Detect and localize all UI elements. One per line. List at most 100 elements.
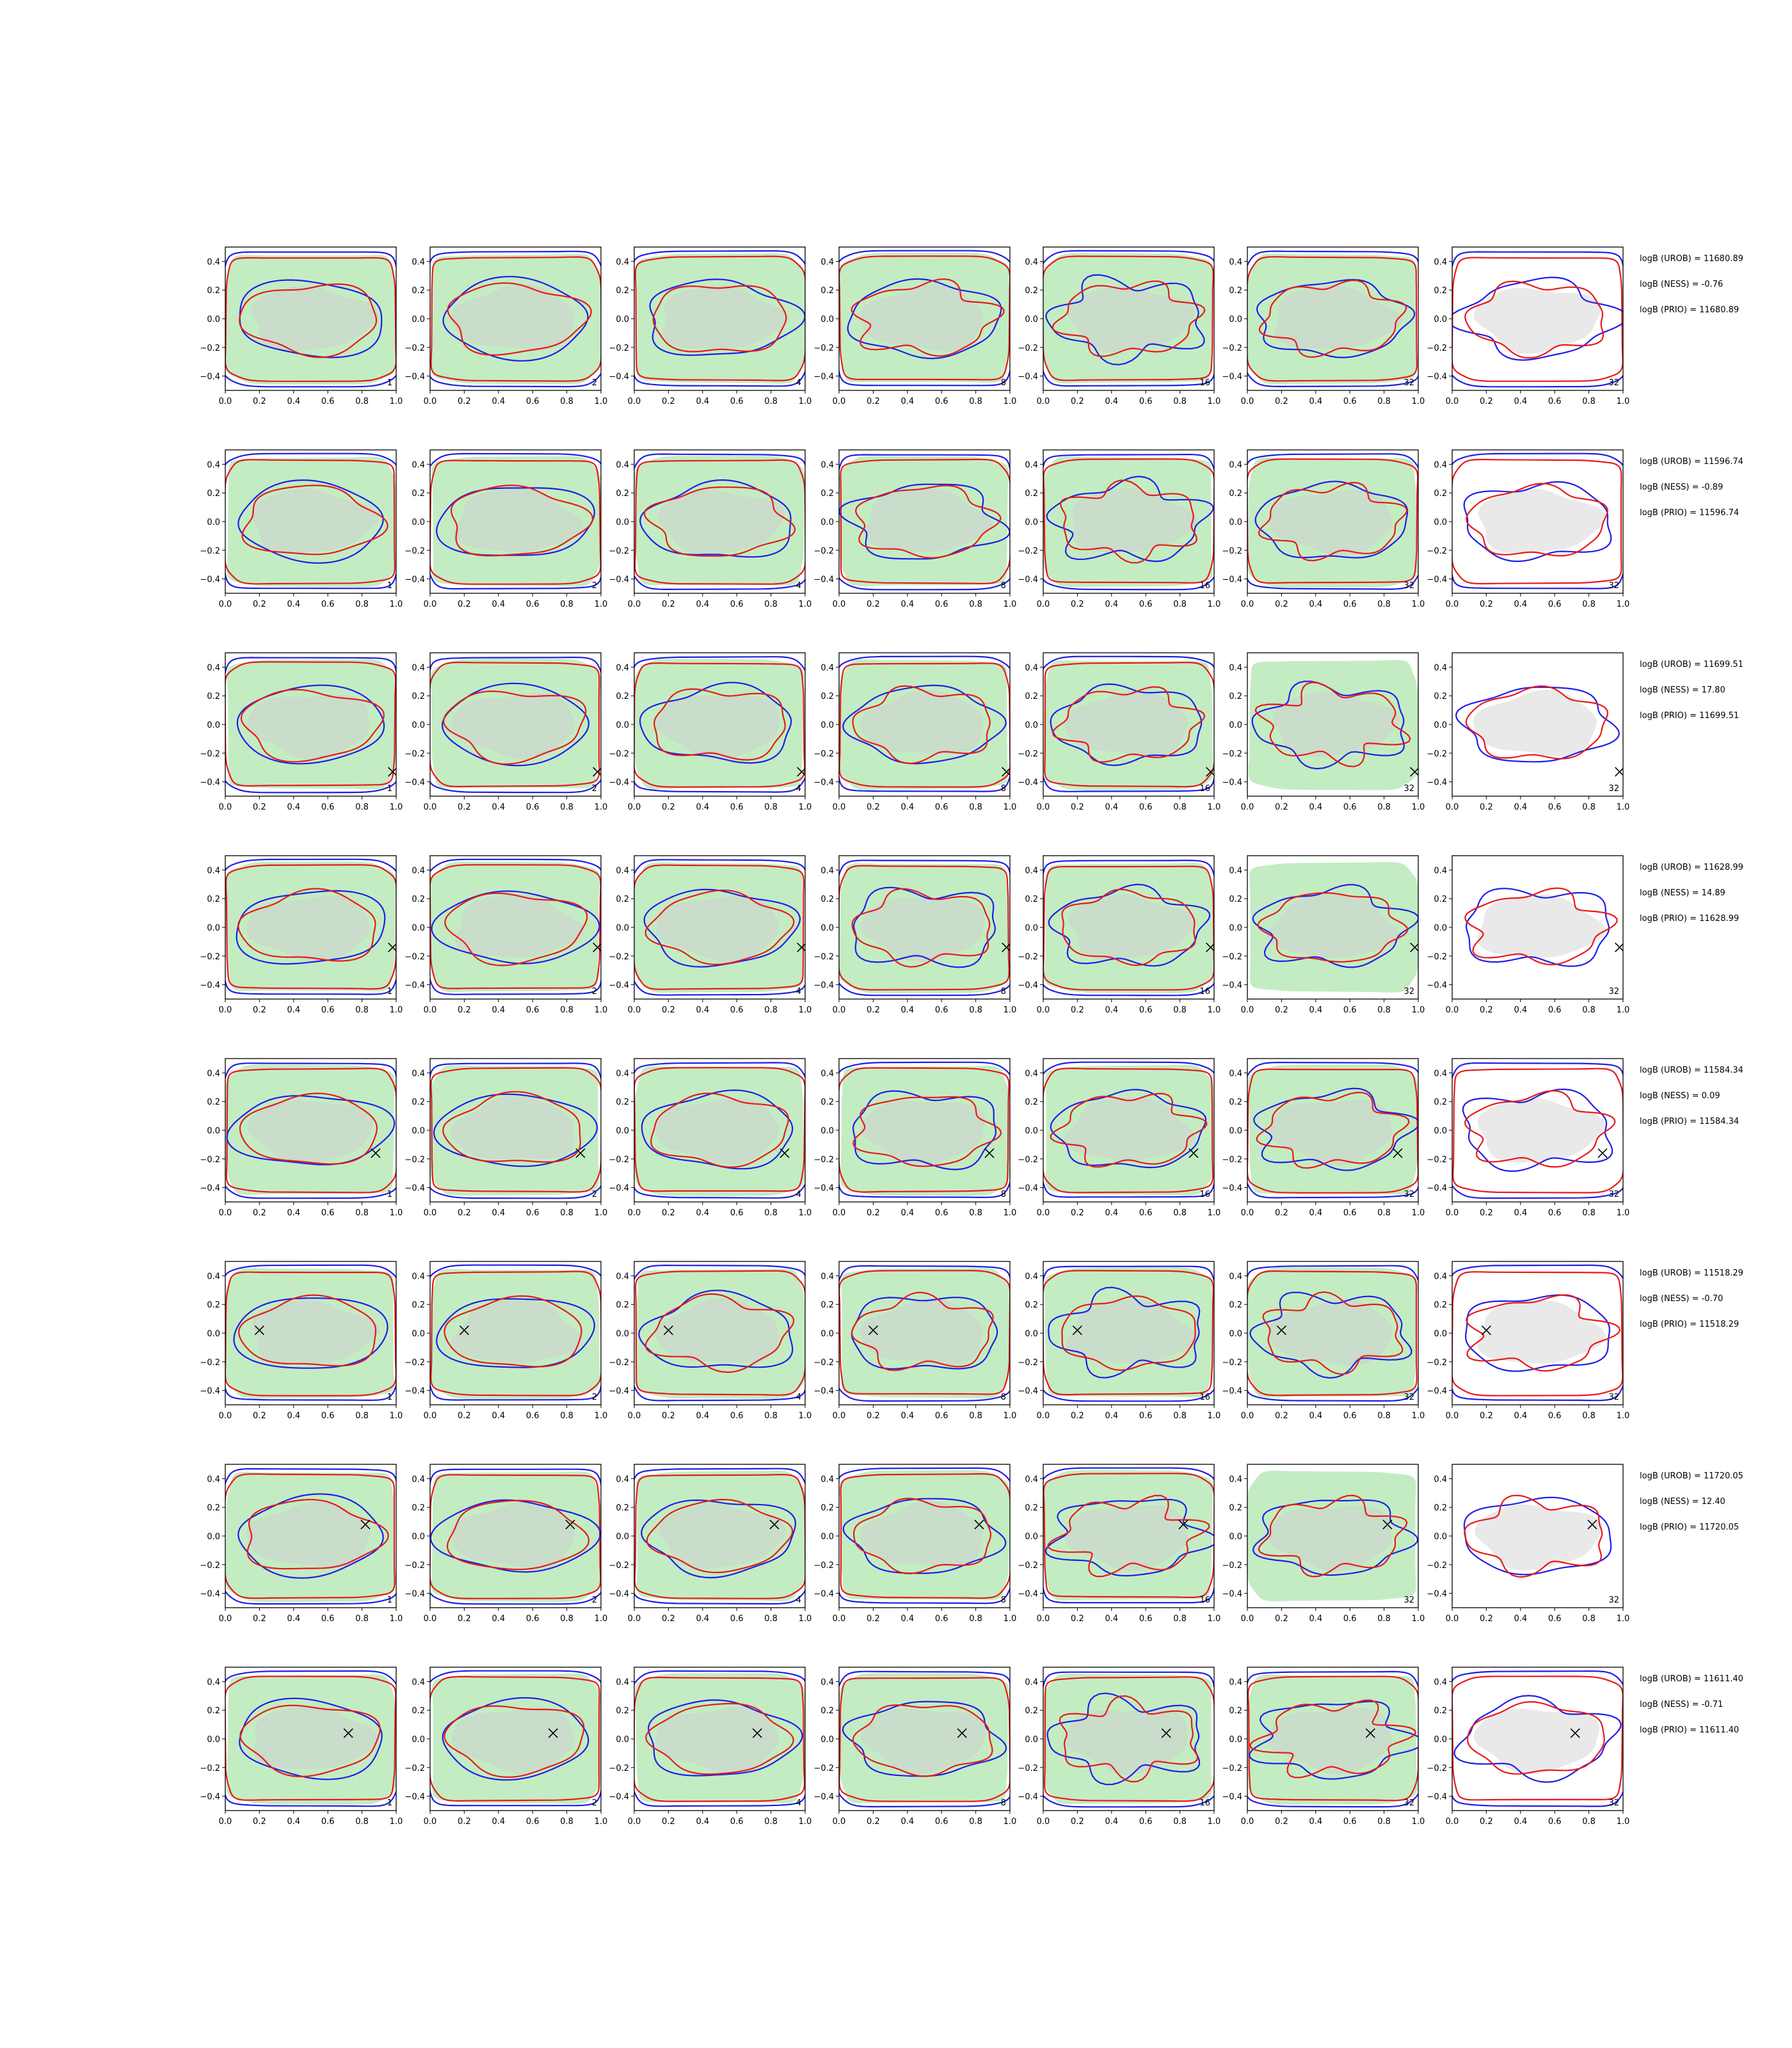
blue-inner-contour [436,1298,595,1368]
sample-marker [769,1519,780,1530]
y-tick-label: 0.2 [820,895,834,904]
red-inner-contour [851,278,1005,357]
blue-outer-contour [1452,1670,1623,1807]
red-outer-contour [634,459,805,585]
x-tick-label: 0.6 [321,1817,335,1827]
y-tick-label: 0.0 [412,1126,425,1136]
panel-r1-c1: 0.0 0.2 0.4 0.6 0.8 1.0 0.4 0.2 0.0 −0.2 −0.4 1 [200,246,403,406]
y-tick-label: 0.4 [820,1475,834,1484]
sample-marker [957,1728,967,1738]
y-tick-label: −0.2 [404,1155,425,1165]
y-tick-label: 0.0 [616,1532,629,1542]
y-tick-label: −0.4 [404,1793,425,1802]
x-tick-label: 1.0 [799,1411,812,1421]
x-tick-label: 0.0 [1241,1614,1254,1624]
x-tick-label: 0.0 [628,803,641,812]
blue-inner-contour [1464,1294,1611,1372]
panel-count-label: 4 [796,1798,801,1808]
x-tick-label: 1.0 [1208,1817,1221,1827]
y-tick-label: −0.4 [200,1793,220,1802]
x-tick-label: 0.0 [628,397,641,406]
x-tick-label: 0.0 [219,600,232,609]
x-tick-label: 0.2 [1480,1411,1493,1421]
blue-outer-contour [430,1264,601,1401]
gray-density-fill [1268,1505,1392,1572]
red-outer-contour [1247,1676,1418,1802]
blue-inner-contour [1249,1292,1412,1379]
x-tick-label: 0.6 [321,1005,335,1015]
row-stat-ness: logB (NESS) = -0.71 [1640,1700,1723,1709]
y-tick-label: −0.4 [1018,575,1038,585]
x-tick-label: 1.0 [390,1005,403,1015]
panel-r4-c7: 0.0 0.2 0.4 0.6 0.8 1.0 0.4 0.2 0.0 −0.2 −0.4 32 [1427,855,1629,1015]
y-tick-label: 0.0 [820,1329,834,1339]
gray-density-fill [1473,1708,1600,1774]
y-tick-label: 0.2 [820,489,834,499]
x-tick-label: 0.2 [253,600,266,609]
blue-outer-contour [634,1062,805,1199]
y-tick-label: 0.0 [207,518,220,527]
panel-count-label: 1 [387,784,392,794]
y-tick-label: 0.2 [412,692,425,701]
x-tick-label: 0.0 [219,803,232,812]
x-tick-label: 0.4 [1514,397,1527,406]
gray-density-fill [253,1706,380,1769]
panel-count-label: 32 [1404,784,1414,794]
x-tick-label: 0.8 [764,803,778,812]
panel-r7-c2: 0.0 0.2 0.4 0.6 0.8 1.0 0.4 0.2 0.0 −0.2 −0.4 2 [404,1464,607,1624]
y-tick-label: 0.2 [207,286,220,296]
red-inner-contour [643,486,796,557]
y-tick-label: −0.2 [813,1155,834,1165]
red-inner-contour [852,1498,992,1574]
y-tick-label: 0.4 [207,460,220,470]
y-tick-label: 0.4 [207,1069,220,1078]
blue-outer-contour [634,859,805,996]
x-tick-label: 0.0 [219,1208,232,1218]
panel-r5-c2: 0.0 0.2 0.4 0.6 0.8 1.0 0.4 0.2 0.0 −0.2 −0.4 2 [404,1058,607,1218]
x-tick-label: 0.2 [867,1817,880,1827]
gray-density-fill [1272,692,1400,757]
y-tick-label: −0.2 [813,344,834,353]
y-tick-label: −0.4 [813,1184,834,1194]
x-tick-label: 0.8 [764,1208,778,1218]
gray-density-fill [1475,1504,1603,1571]
x-tick-label: 0.4 [900,1817,914,1827]
sample-marker [1587,1519,1597,1530]
panel-r2-c4: 0.0 0.2 0.4 0.6 0.8 1.0 0.4 0.2 0.0 −0.2 −0.4 8 [813,449,1016,609]
x-tick-label: 0.4 [1309,397,1322,406]
sample-marker [1276,1325,1286,1336]
y-tick-label: −0.2 [609,749,629,759]
y-tick-label: 0.2 [1025,489,1038,499]
x-tick-label: 0.0 [424,803,437,812]
x-tick-label: 0.8 [1173,803,1187,812]
y-tick-label: 0.4 [1434,1069,1447,1078]
gray-density-fill [656,1706,780,1774]
row-stat-urob: logB (UROB) = 11720.05 [1640,1471,1743,1481]
sample-marker [1570,1728,1580,1738]
sample-marker [593,767,601,777]
y-tick-label: −0.4 [200,981,220,991]
x-tick-label: 0.8 [1173,1614,1187,1624]
x-tick-label: 0.4 [287,1411,300,1421]
x-tick-label: 0.6 [526,600,540,609]
y-tick-label: 0.4 [820,1272,834,1281]
red-outer-contour [1044,662,1214,788]
x-tick-label: 0.6 [321,600,335,609]
y-tick-label: 0.4 [207,663,220,673]
x-tick-label: 0.8 [1377,1817,1391,1827]
y-tick-label: −0.2 [200,1155,220,1165]
gray-density-fill [860,1708,987,1775]
blue-inner-contour [1452,276,1623,361]
blue-outer-contour [839,860,1010,996]
x-tick-label: 0.4 [1105,1208,1118,1218]
y-tick-label: 0.4 [616,663,629,673]
panel-r7-c5: 0.0 0.2 0.4 0.6 0.8 1.0 0.4 0.2 0.0 −0.2 −0.4 16 [1018,1464,1220,1624]
y-tick-label: −0.2 [200,547,220,556]
x-tick-label: 0.0 [424,1614,437,1624]
y-tick-label: 0.0 [412,721,425,730]
y-tick-label: −0.4 [1222,1793,1242,1802]
y-tick-label: 0.0 [820,1532,834,1542]
sample-marker [1188,1148,1199,1158]
blue-inner-contour [441,682,590,767]
red-inner-contour [1464,1494,1603,1578]
